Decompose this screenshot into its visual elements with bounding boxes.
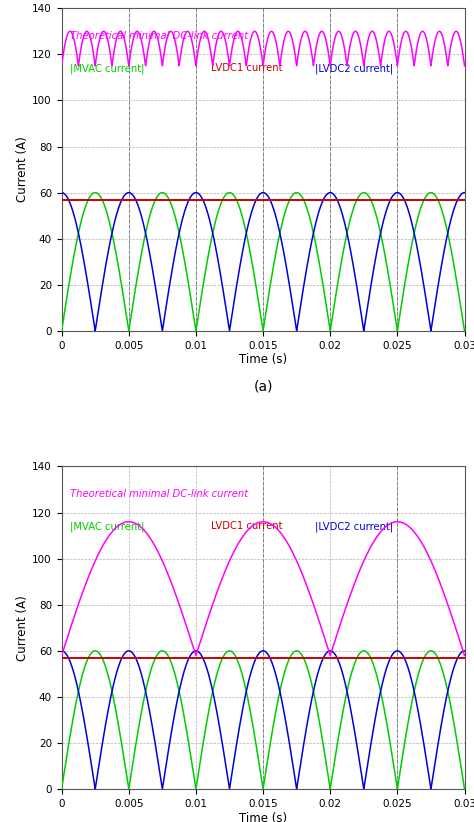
Text: |LVDC2 current|: |LVDC2 current| — [316, 63, 394, 74]
Y-axis label: Current (A): Current (A) — [17, 136, 29, 202]
Text: |MVAC current|: |MVAC current| — [70, 63, 144, 74]
Text: Theoretical minimal DC-link current: Theoretical minimal DC-link current — [70, 30, 248, 41]
Text: LVDC1 current: LVDC1 current — [210, 63, 282, 73]
Text: |MVAC current|: |MVAC current| — [70, 521, 144, 532]
Text: LVDC1 current: LVDC1 current — [210, 521, 282, 531]
Text: Theoretical minimal DC-link current: Theoretical minimal DC-link current — [70, 489, 248, 499]
Y-axis label: Current (A): Current (A) — [17, 595, 29, 661]
X-axis label: Time (s): Time (s) — [239, 353, 287, 367]
X-axis label: Time (s): Time (s) — [239, 811, 287, 822]
Text: (a): (a) — [253, 379, 273, 393]
Text: |LVDC2 current|: |LVDC2 current| — [316, 521, 394, 532]
